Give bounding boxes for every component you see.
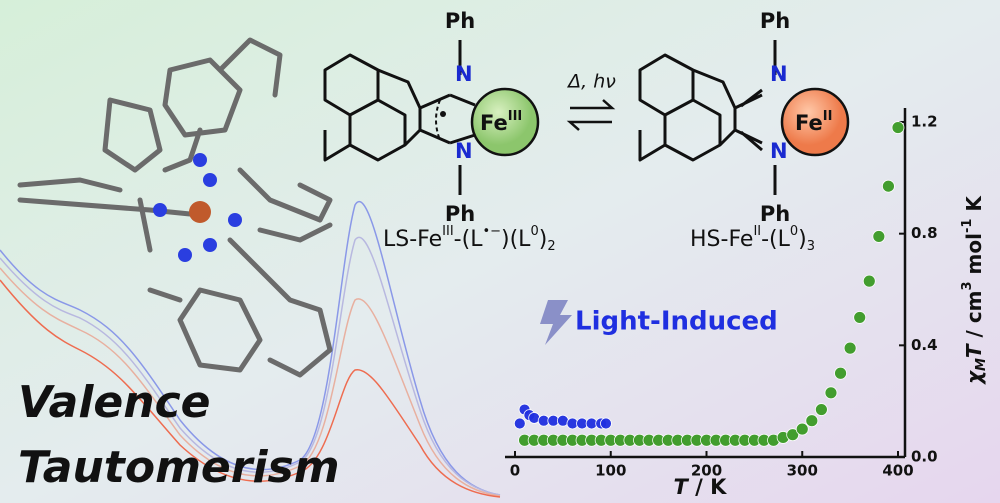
data-point [795,422,809,436]
title: Tautomerism [18,442,340,493]
n-atom: N [455,139,473,163]
data-point [882,179,895,193]
spectra [0,201,501,498]
arrow-label: Δ, hν [566,71,616,93]
f: 2 [547,239,555,254]
fe-label: FeIII [480,109,522,136]
x-tick-label: 0 [510,462,520,480]
yl: M [974,358,989,371]
f: -(L [761,227,791,252]
data-point [843,341,857,355]
x-tick-label: 100 [595,462,626,480]
lightning-icon [540,300,572,345]
data-point [805,414,819,428]
yl: T [962,343,986,358]
left-formula: LS-FeIII-(L•−)(L0)2 [383,224,556,254]
y-tick-label: 0.0 [911,448,938,466]
f: 0 [530,224,538,239]
ox-state: III [508,109,523,124]
f: II [753,224,761,239]
yl: 3 [960,281,975,290]
fe-label: FeII [795,109,832,136]
data-point [834,366,847,380]
ph: Ph [760,202,790,226]
data-point [853,311,867,324]
y-tick-label: 0.4 [911,336,938,354]
fe: Fe [795,111,823,135]
right-formula: HS-FeII-(L0)3 [690,224,815,254]
right-structure [638,40,850,195]
data-point [862,274,876,288]
ph: Ph [760,9,790,33]
annotation: Light-Induced [575,307,778,337]
data-point [872,230,886,243]
n-atom: N [770,139,788,163]
data-point [824,386,838,400]
left-structure [323,40,540,195]
f: ) [798,227,807,252]
data-point [513,417,526,430]
x-axis-label: T / K [674,475,728,499]
f: ) [539,227,548,252]
ox-state: II [823,109,833,124]
xl: T [674,475,690,499]
f: •− [482,224,501,239]
title: Valence [18,377,211,428]
data-point [891,121,905,134]
n-atom: N [770,62,788,86]
f: 3 [807,239,815,254]
f: )(L [501,227,531,252]
fe: Fe [480,111,508,135]
x-tick-label: 400 [882,462,913,480]
x-tick-label: 300 [787,462,818,480]
molecule-3d [17,37,333,378]
data-point [815,403,828,416]
yl: -1 [960,219,975,233]
x-tick-label: 200 [691,462,722,480]
f: III [442,224,454,239]
ph: Ph [445,202,475,226]
ph: Ph [445,9,475,33]
f: HS-Fe [690,227,753,252]
data-point [600,417,612,430]
f: LS-Fe [383,227,442,252]
n-atom: N [455,62,473,86]
y-tick-label: 0.8 [911,224,938,242]
yl: K [962,195,986,219]
xl: / K [688,475,727,499]
y-axis-label: χMT / cm3 mol-1 K [960,195,989,385]
yl: mol [962,233,986,281]
y-tick-label: 1.2 [911,113,938,131]
f: -(L [454,227,484,252]
equilibrium-arrows [566,99,616,131]
yl: χ [962,370,986,385]
data-point [786,428,800,442]
yl: / cm [962,290,986,344]
f: 0 [790,224,798,239]
